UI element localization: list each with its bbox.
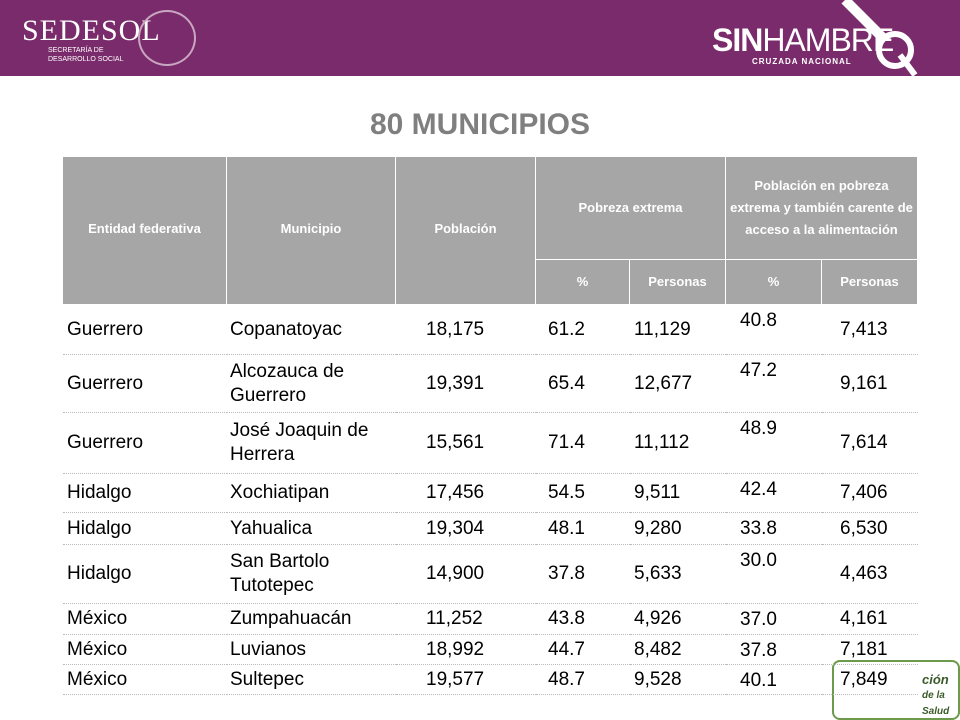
table-cell: 19,577 — [396, 665, 536, 695]
table-cell: 40.1 — [726, 665, 822, 695]
table-cell: 4,161 — [822, 604, 918, 635]
table-cell: 7,413 — [822, 305, 918, 355]
footer-logo: ción de la Salud — [832, 660, 960, 720]
logo-text: de la Salud — [922, 690, 950, 717]
table-cell: Alcozauca de Guerrero — [227, 355, 396, 413]
brand-sub-line: SECRETARÍA DE — [48, 47, 104, 54]
table-cell: México — [63, 665, 227, 695]
table-cell: San Bartolo Tutotepec — [227, 545, 396, 604]
table-cell: 30.0 — [726, 545, 822, 604]
table-cell: 44.7 — [536, 635, 630, 665]
table-cell: 43.8 — [536, 604, 630, 635]
table-cell: Sultepec — [227, 665, 396, 695]
table-cell: 71.4 — [536, 413, 630, 474]
table-cell: Copanatoyac — [227, 305, 396, 355]
header-cell: Población — [396, 157, 536, 305]
table-cell: 33.8 — [726, 513, 822, 545]
table-cell: México — [63, 635, 227, 665]
table-cell: Yahualica — [227, 513, 396, 545]
table-cell: 7,181 — [822, 635, 918, 665]
table-cell: 37.0 — [726, 604, 822, 635]
table-cell: Hidalgo — [63, 513, 227, 545]
table-cell: Zumpahuacán — [227, 604, 396, 635]
table-cell: 7,406 — [822, 474, 918, 513]
table-cell: Luvianos — [227, 635, 396, 665]
table-cell: 15,561 — [396, 413, 536, 474]
table-cell: Hidalgo — [63, 545, 227, 604]
table-cell: José Joaquin de Herrera — [227, 413, 396, 474]
table-cell: 42.4 — [726, 474, 822, 513]
table-cell: 11,112 — [630, 413, 726, 474]
table-cell: 40.8 — [726, 305, 822, 355]
table-cell: 48.1 — [536, 513, 630, 545]
table-cell: 9,511 — [630, 474, 726, 513]
table-cell: 6,530 — [822, 513, 918, 545]
header-sub-cell: Personas — [822, 260, 918, 305]
campaign-sin: SIN — [712, 22, 763, 58]
campaign: SINHAMBRE — [712, 22, 894, 59]
table-cell: 18,992 — [396, 635, 536, 665]
table-cell: 19,391 — [396, 355, 536, 413]
table-cell: 11,252 — [396, 604, 536, 635]
table-cell: 9,280 — [630, 513, 726, 545]
table-cell: 48.7 — [536, 665, 630, 695]
header-sub-cell: % — [536, 260, 630, 305]
table-cell: México — [63, 604, 227, 635]
table-cell: 7,614 — [822, 413, 918, 474]
table-cell: 48.9 — [726, 413, 822, 474]
fork-icon — [841, 0, 918, 76]
table-cell: 17,456 — [396, 474, 536, 513]
table-cell: Xochiatipan — [227, 474, 396, 513]
table-cell: 47.2 — [726, 355, 822, 413]
table-cell: 65.4 — [536, 355, 630, 413]
header-cell: Entidad federativa — [63, 157, 227, 305]
table-cell: 14,900 — [396, 545, 536, 604]
header-cell: Pobreza extrema — [536, 157, 726, 260]
table-cell: 11,129 — [630, 305, 726, 355]
table-cell: Guerrero — [63, 305, 227, 355]
table-cell: 19,304 — [396, 513, 536, 545]
table-cell: 61.2 — [536, 305, 630, 355]
table-cell: 8,482 — [630, 635, 726, 665]
table-cell: Guerrero — [63, 413, 227, 474]
table-cell: 9,161 — [822, 355, 918, 413]
table-cell: 54.5 — [536, 474, 630, 513]
header-bar: SEDESOL SECRETARÍA DE DESARROLLO SOCIAL S… — [0, 0, 960, 76]
brand-sub: SECRETARÍA DE DESARROLLO SOCIAL — [48, 46, 123, 64]
header-sub-cell: Personas — [630, 260, 726, 305]
table-cell: 5,633 — [630, 545, 726, 604]
table-cell: 7,849 — [822, 665, 918, 695]
table-cell: Guerrero — [63, 355, 227, 413]
table-cell: 4,926 — [630, 604, 726, 635]
table-cell: 4,463 — [822, 545, 918, 604]
brand-sub-line: DESARROLLO SOCIAL — [48, 56, 124, 63]
table-cell: Hidalgo — [63, 474, 227, 513]
logo-text: ción — [922, 672, 949, 687]
header-cell: Municipio — [227, 157, 396, 305]
table-cell: 9,528 — [630, 665, 726, 695]
seal — [138, 10, 196, 66]
table-cell: 12,677 — [630, 355, 726, 413]
brand: SEDESOL — [22, 14, 161, 47]
table-cell: 37.8 — [536, 545, 630, 604]
header-cell: Población en pobreza extrema y también c… — [726, 157, 918, 260]
campaign-sub: CRUZADA NACIONAL — [752, 57, 852, 66]
table-cell: 18,175 — [396, 305, 536, 355]
header-sub-cell: % — [726, 260, 822, 305]
title: 80 MUNICIPIOS — [369, 108, 591, 141]
table-cell: 37.8 — [726, 635, 822, 665]
